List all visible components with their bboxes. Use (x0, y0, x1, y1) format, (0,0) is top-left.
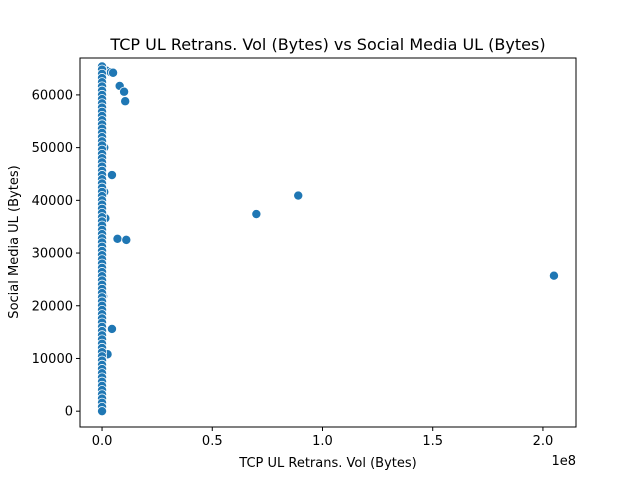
scatter-point (112, 233, 123, 244)
y-tick-label: 60000 (32, 88, 73, 103)
x-tick-label: 0.0 (92, 434, 113, 449)
x-tick-label: 1.5 (422, 434, 443, 449)
scatter-point (106, 170, 117, 181)
y-tick-label: 40000 (32, 194, 73, 209)
scatter-point (293, 190, 304, 201)
y-tick-label: 0 (65, 405, 73, 420)
scatter-point (548, 270, 559, 281)
scatter-point (119, 86, 130, 97)
y-tick-label: 20000 (32, 299, 73, 314)
scatter-point (251, 209, 262, 220)
chart-title: TCP UL Retrans. Vol (Bytes) vs Social Me… (109, 35, 545, 54)
scatter-point (121, 234, 132, 245)
scatter-point (97, 406, 108, 417)
y-tick-label: 50000 (32, 141, 73, 156)
y-tick-label: 30000 (32, 247, 73, 262)
x-axis-ticks: 0.0 0.5 1.0 1.5 2.0 (92, 427, 554, 449)
x-tick-label: 0.5 (202, 434, 223, 449)
x-axis-label: TCP UL Retrans. Vol (Bytes) (238, 456, 416, 471)
scatter-point (106, 323, 117, 334)
y-axis-ticks: 0 10000 20000 30000 40000 50000 60000 (32, 88, 80, 420)
x-tick-label: 2.0 (533, 434, 554, 449)
plot-frame (79, 57, 577, 428)
y-tick-label: 10000 (32, 352, 73, 367)
scatter-point (120, 96, 131, 107)
x-axis-offset-label: 1e8 (551, 454, 576, 469)
scatter-point (108, 67, 119, 78)
y-axis-label: Social Media UL (Bytes) (7, 165, 22, 318)
x-tick-label: 1.0 (312, 434, 333, 449)
points-layer (97, 61, 559, 417)
